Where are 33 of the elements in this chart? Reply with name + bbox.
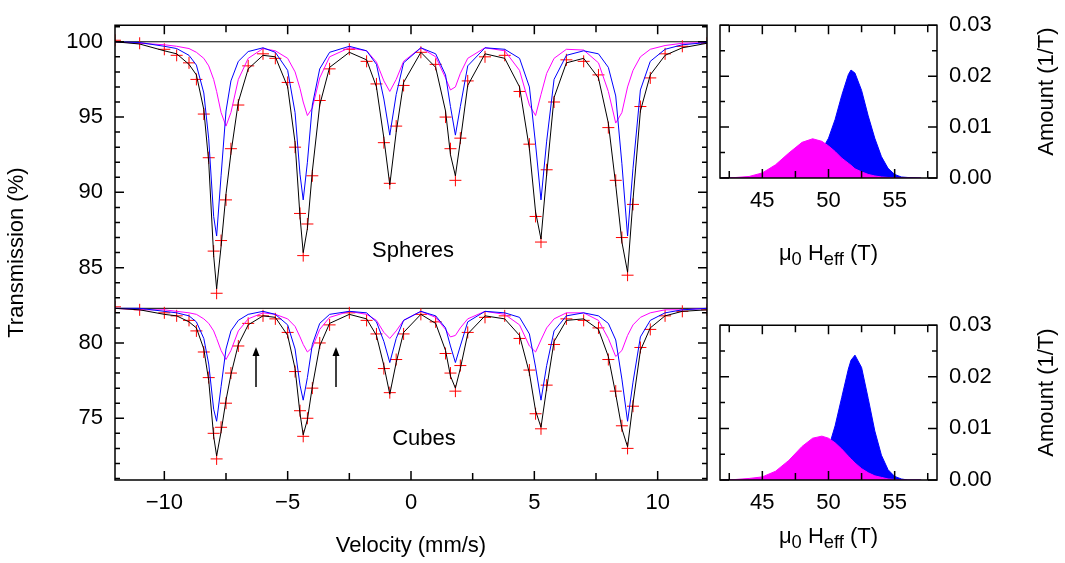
y-axis-title: Transmission (%) [3,167,29,338]
y-tick-label: 0.00 [949,164,992,190]
annotation: Cubes [391,424,457,452]
y-tick-label: 0.01 [949,414,992,440]
y-tick-label: 80 [78,329,103,355]
y-tick-label: 0.02 [949,62,992,88]
x-axis-title: μ$_{0}$ H$_{eff}$ (T) [777,240,880,271]
y-axis-title: Amount (1/T) [1033,27,1059,156]
x-tick-label: 45 [750,187,775,213]
x-tick-label: 55 [882,187,907,213]
x-tick-label: 10 [645,489,670,515]
y-tick-label: 75 [78,404,103,430]
x-axis-title: Velocity (mm/s) [335,531,487,557]
y-tick-label: 0.01 [949,113,992,139]
y-tick-label: 0.03 [949,11,992,37]
y-tick-label: 0.02 [949,362,992,388]
x-tick-label: 45 [750,489,775,515]
x-tick-label: 5 [528,489,541,515]
y-tick-label: 0.00 [949,466,992,492]
y-tick-label: 95 [78,103,103,129]
y-tick-label: 100 [66,27,103,53]
y-axis-title: Amount (1/T) [1033,328,1059,457]
x-tick-label: 50 [816,489,841,515]
y-tick-label: 0.03 [949,311,992,337]
y-tick-label: 85 [78,253,103,279]
x-tick-label: −10 [145,489,183,515]
y-tick-label: 90 [78,178,103,204]
x-tick-label: 0 [404,489,418,515]
annotation: Spheres [371,236,455,264]
x-tick-label: −5 [275,489,301,515]
x-axis-title: μ$_{0}$ H$_{eff}$ (T) [777,523,880,554]
x-tick-label: 55 [882,489,907,515]
x-tick-label: 50 [816,187,841,213]
